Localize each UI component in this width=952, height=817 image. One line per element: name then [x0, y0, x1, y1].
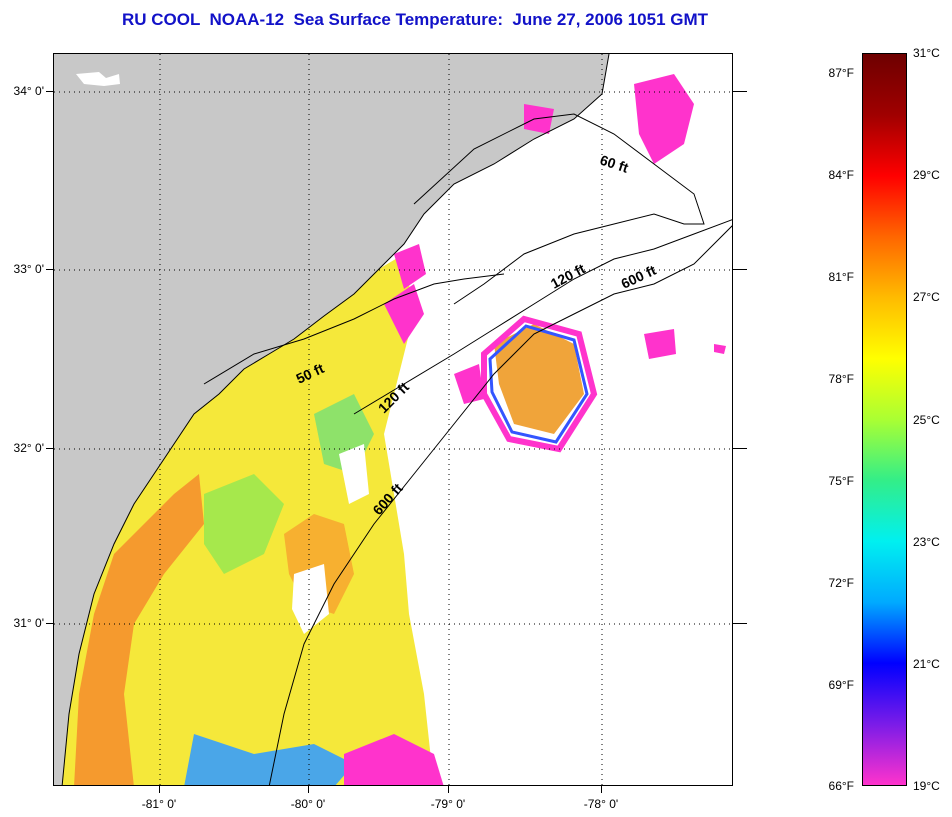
lat-tick — [46, 269, 53, 270]
lat-tick — [46, 448, 53, 449]
sst-pink-patch — [714, 344, 726, 354]
sst-pink-region — [344, 734, 444, 785]
lat-tick — [46, 623, 53, 624]
colorbar-celsius-label: 23°C — [913, 535, 940, 549]
latitude-label: 33° 0' — [13, 262, 44, 276]
colorbar-celsius-label: 29°C — [913, 168, 940, 182]
colorbar-celsius-label: 31°C — [913, 46, 940, 60]
isobath-60ft — [413, 113, 705, 305]
latitude-label: 31° 0' — [13, 616, 44, 630]
longitude-label: -81° 0' — [141, 797, 177, 811]
graticule — [54, 54, 732, 785]
no-data-area — [339, 444, 369, 504]
lon-tick — [601, 786, 602, 793]
no-data-area — [292, 564, 329, 634]
longitude-label: -79° 0' — [430, 797, 466, 811]
isobath-120ft — [353, 219, 732, 415]
sst-offshore-edge — [481, 315, 598, 453]
colorbar-celsius-label: 27°C — [913, 290, 940, 304]
map-title: RU COOL NOAA-12 Sea Surface Temperature:… — [121, 10, 709, 29]
sst-map: 60 ft 120 ft 600 ft 50 ft 120 ft 600 ft — [53, 53, 733, 786]
colorbar-fahrenheit-label: 66°F — [828, 779, 854, 793]
colorbar-fahrenheit-label: 75°F — [828, 474, 854, 488]
sst-pink-patch — [644, 329, 676, 359]
land-area — [54, 54, 609, 785]
colorbar-celsius-label: 19°C — [913, 779, 940, 793]
colorbar-fahrenheit-label: 84°F — [828, 168, 854, 182]
temperature-colorbar — [862, 53, 907, 786]
colorbar-fahrenheit-label: 69°F — [828, 678, 854, 692]
colorbar-celsius-label: 21°C — [913, 657, 940, 671]
sst-map-canvas: 60 ft 120 ft 600 ft 50 ft 120 ft 600 ft — [54, 54, 732, 785]
colorbar-celsius-label: 25°C — [913, 413, 940, 427]
latitude-label: 34° 0' — [13, 84, 44, 98]
isobath-label: 60 ft — [598, 152, 631, 176]
lat-tick — [733, 91, 747, 92]
lat-tick — [733, 623, 747, 624]
sst-blue-region — [184, 734, 354, 785]
lake — [76, 72, 120, 86]
isobath-label: 120 ft — [548, 260, 588, 291]
lon-tick — [448, 786, 449, 793]
isobath-label: 600 ft — [619, 262, 659, 292]
lat-tick — [733, 448, 747, 449]
colorbar-fahrenheit-label: 78°F — [828, 372, 854, 386]
lat-tick — [46, 91, 53, 92]
coastline — [61, 54, 610, 785]
lat-tick — [733, 269, 747, 270]
lon-tick — [308, 786, 309, 793]
longitude-label: -78° 0' — [583, 797, 619, 811]
colorbar-fahrenheit-label: 81°F — [828, 270, 854, 284]
sst-orange-region — [74, 474, 204, 785]
latitude-label: 32° 0' — [13, 441, 44, 455]
sst-pink-patch — [634, 74, 694, 164]
longitude-label: -80° 0' — [290, 797, 326, 811]
isobath-50ft — [203, 273, 505, 385]
sst-pink-patch — [524, 104, 554, 134]
colorbar-fahrenheit-label: 87°F — [828, 66, 854, 80]
lon-tick — [159, 786, 160, 793]
sst-pink-patch — [454, 364, 484, 404]
colorbar-fahrenheit-label: 72°F — [828, 576, 854, 590]
sst-offshore-edge — [488, 324, 589, 444]
sst-green-region — [204, 474, 284, 574]
sst-pink-patch — [394, 244, 426, 289]
